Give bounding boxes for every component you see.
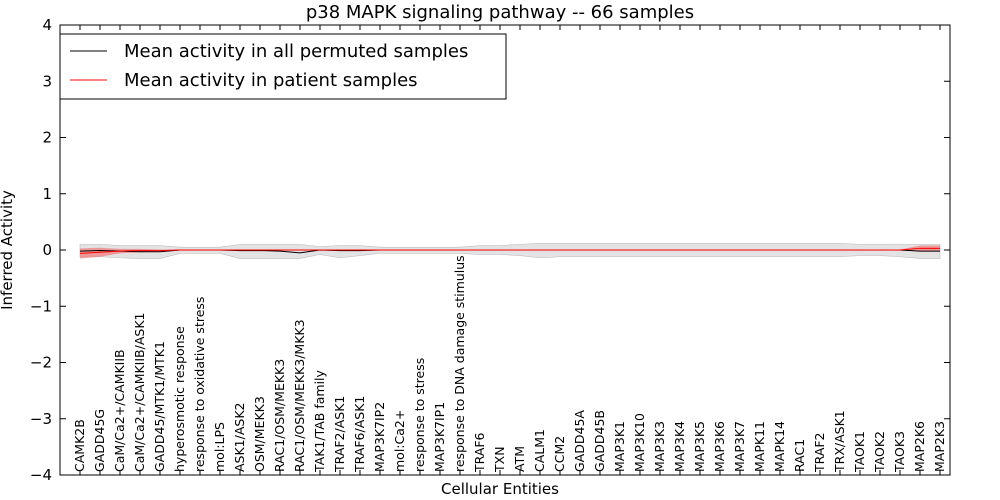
y-tick-label: −4	[30, 466, 52, 484]
x-tick-label: TAOK2	[872, 431, 887, 473]
x-tick-label: hyperosmotic response	[172, 326, 187, 472]
x-tick-label: MAP3K1	[612, 421, 627, 472]
y-tick-label: −1	[30, 297, 52, 315]
x-tick-label: CaM/Ca2+/CAMKIIB	[112, 349, 127, 472]
legend-label-patient: Mean activity in patient samples	[124, 70, 418, 91]
x-tick-label: MAP3K3	[652, 421, 667, 472]
legend: Mean activity in all permuted samples Me…	[59, 33, 507, 100]
legend-label-permuted: Mean activity in all permuted samples	[124, 41, 468, 62]
x-tick-label: GADD45G	[92, 409, 107, 472]
x-tick-label: GADD45A	[572, 410, 587, 472]
y-axis-label: Inferred Activity	[0, 190, 16, 310]
x-tick-label: MAP3K7IP1	[432, 402, 447, 472]
y-tick-label: −3	[30, 410, 52, 428]
y-tick-label: 3	[42, 72, 52, 90]
x-tick-label: TAK1/TAB family	[312, 369, 327, 473]
x-tick-label: RAC1/OSM/MEKK3/MKK3	[292, 319, 307, 472]
y-tick-label: −2	[30, 354, 52, 372]
x-tick-label: MAPK14	[772, 421, 787, 472]
x-tick-label: MAP3K5	[692, 421, 707, 472]
x-tick-label: TAOK3	[892, 431, 907, 473]
x-tick-label: ASK1/ASK2	[232, 403, 247, 472]
x-tick-label: response to stress	[412, 358, 427, 472]
x-tick-label: MAPK11	[752, 421, 767, 472]
x-tick-label: MAP3K10	[632, 413, 647, 472]
x-tick-label: GADD45/MTK1/MTK1	[152, 341, 167, 472]
plot-area: −4 −3 −2 −1 0 1 2 3 4 CAMK2B GADD45G CaM/Ca2+/CAMKI…	[30, 16, 951, 484]
x-tick-label: RAC1/OSM/MEKK3	[272, 359, 287, 472]
y-tick-label: 0	[42, 241, 52, 259]
x-tick-label: MAP2K3	[932, 421, 947, 472]
x-tick-label: mol:LPS	[212, 422, 227, 472]
x-tick-label: TRAF2	[812, 432, 827, 473]
x-tick-label: MAP2K6	[912, 421, 927, 472]
x-tick-label: ATM	[512, 446, 527, 472]
patient-mean-line	[79, 247, 940, 254]
x-tick-label: response to DNA damage stimulus	[452, 255, 467, 472]
permuted-confidence-band	[79, 242, 941, 259]
x-tick-label: MAP3K4	[672, 421, 687, 472]
x-tick-label: MAP3K6	[712, 421, 727, 472]
x-tick-label: MAP3K7IP2	[372, 402, 387, 472]
x-tick-label: TRAF6/ASK1	[352, 396, 367, 473]
x-tick-label: CAMK2B	[72, 419, 87, 472]
x-tick-label: TXN	[492, 446, 507, 473]
x-tick-label: OSM/MEKK3	[252, 396, 267, 472]
x-axis-label: Cellular Entities	[441, 480, 559, 498]
y-tick-label: 4	[42, 16, 52, 34]
x-tick-label: CCM2	[552, 436, 567, 472]
x-tick-label: MAP3K7	[732, 421, 747, 472]
x-tick-label: RAC1	[792, 439, 807, 472]
x-tick-label: TAOK1	[852, 431, 867, 473]
x-tick-label: response to oxidative stress	[192, 297, 207, 472]
legend-box	[59, 33, 507, 100]
x-tick-label: TRAF6	[472, 432, 487, 473]
x-tick-label: CALM1	[532, 429, 547, 472]
y-tick-label: 1	[42, 185, 52, 203]
chart-title: p38 MAPK signaling pathway -- 66 samples	[306, 2, 694, 23]
x-tick-label: mol:Ca2+	[392, 410, 407, 472]
x-tick-label: TRAF2/ASK1	[332, 396, 347, 473]
x-tick-label: GADD45B	[592, 410, 607, 472]
x-tick-label: TRX/ASK1	[832, 410, 847, 473]
y-tick-label: 2	[42, 129, 52, 147]
x-tick-label: CaM/Ca2+/CAMKIIB/ASK1	[132, 313, 147, 472]
